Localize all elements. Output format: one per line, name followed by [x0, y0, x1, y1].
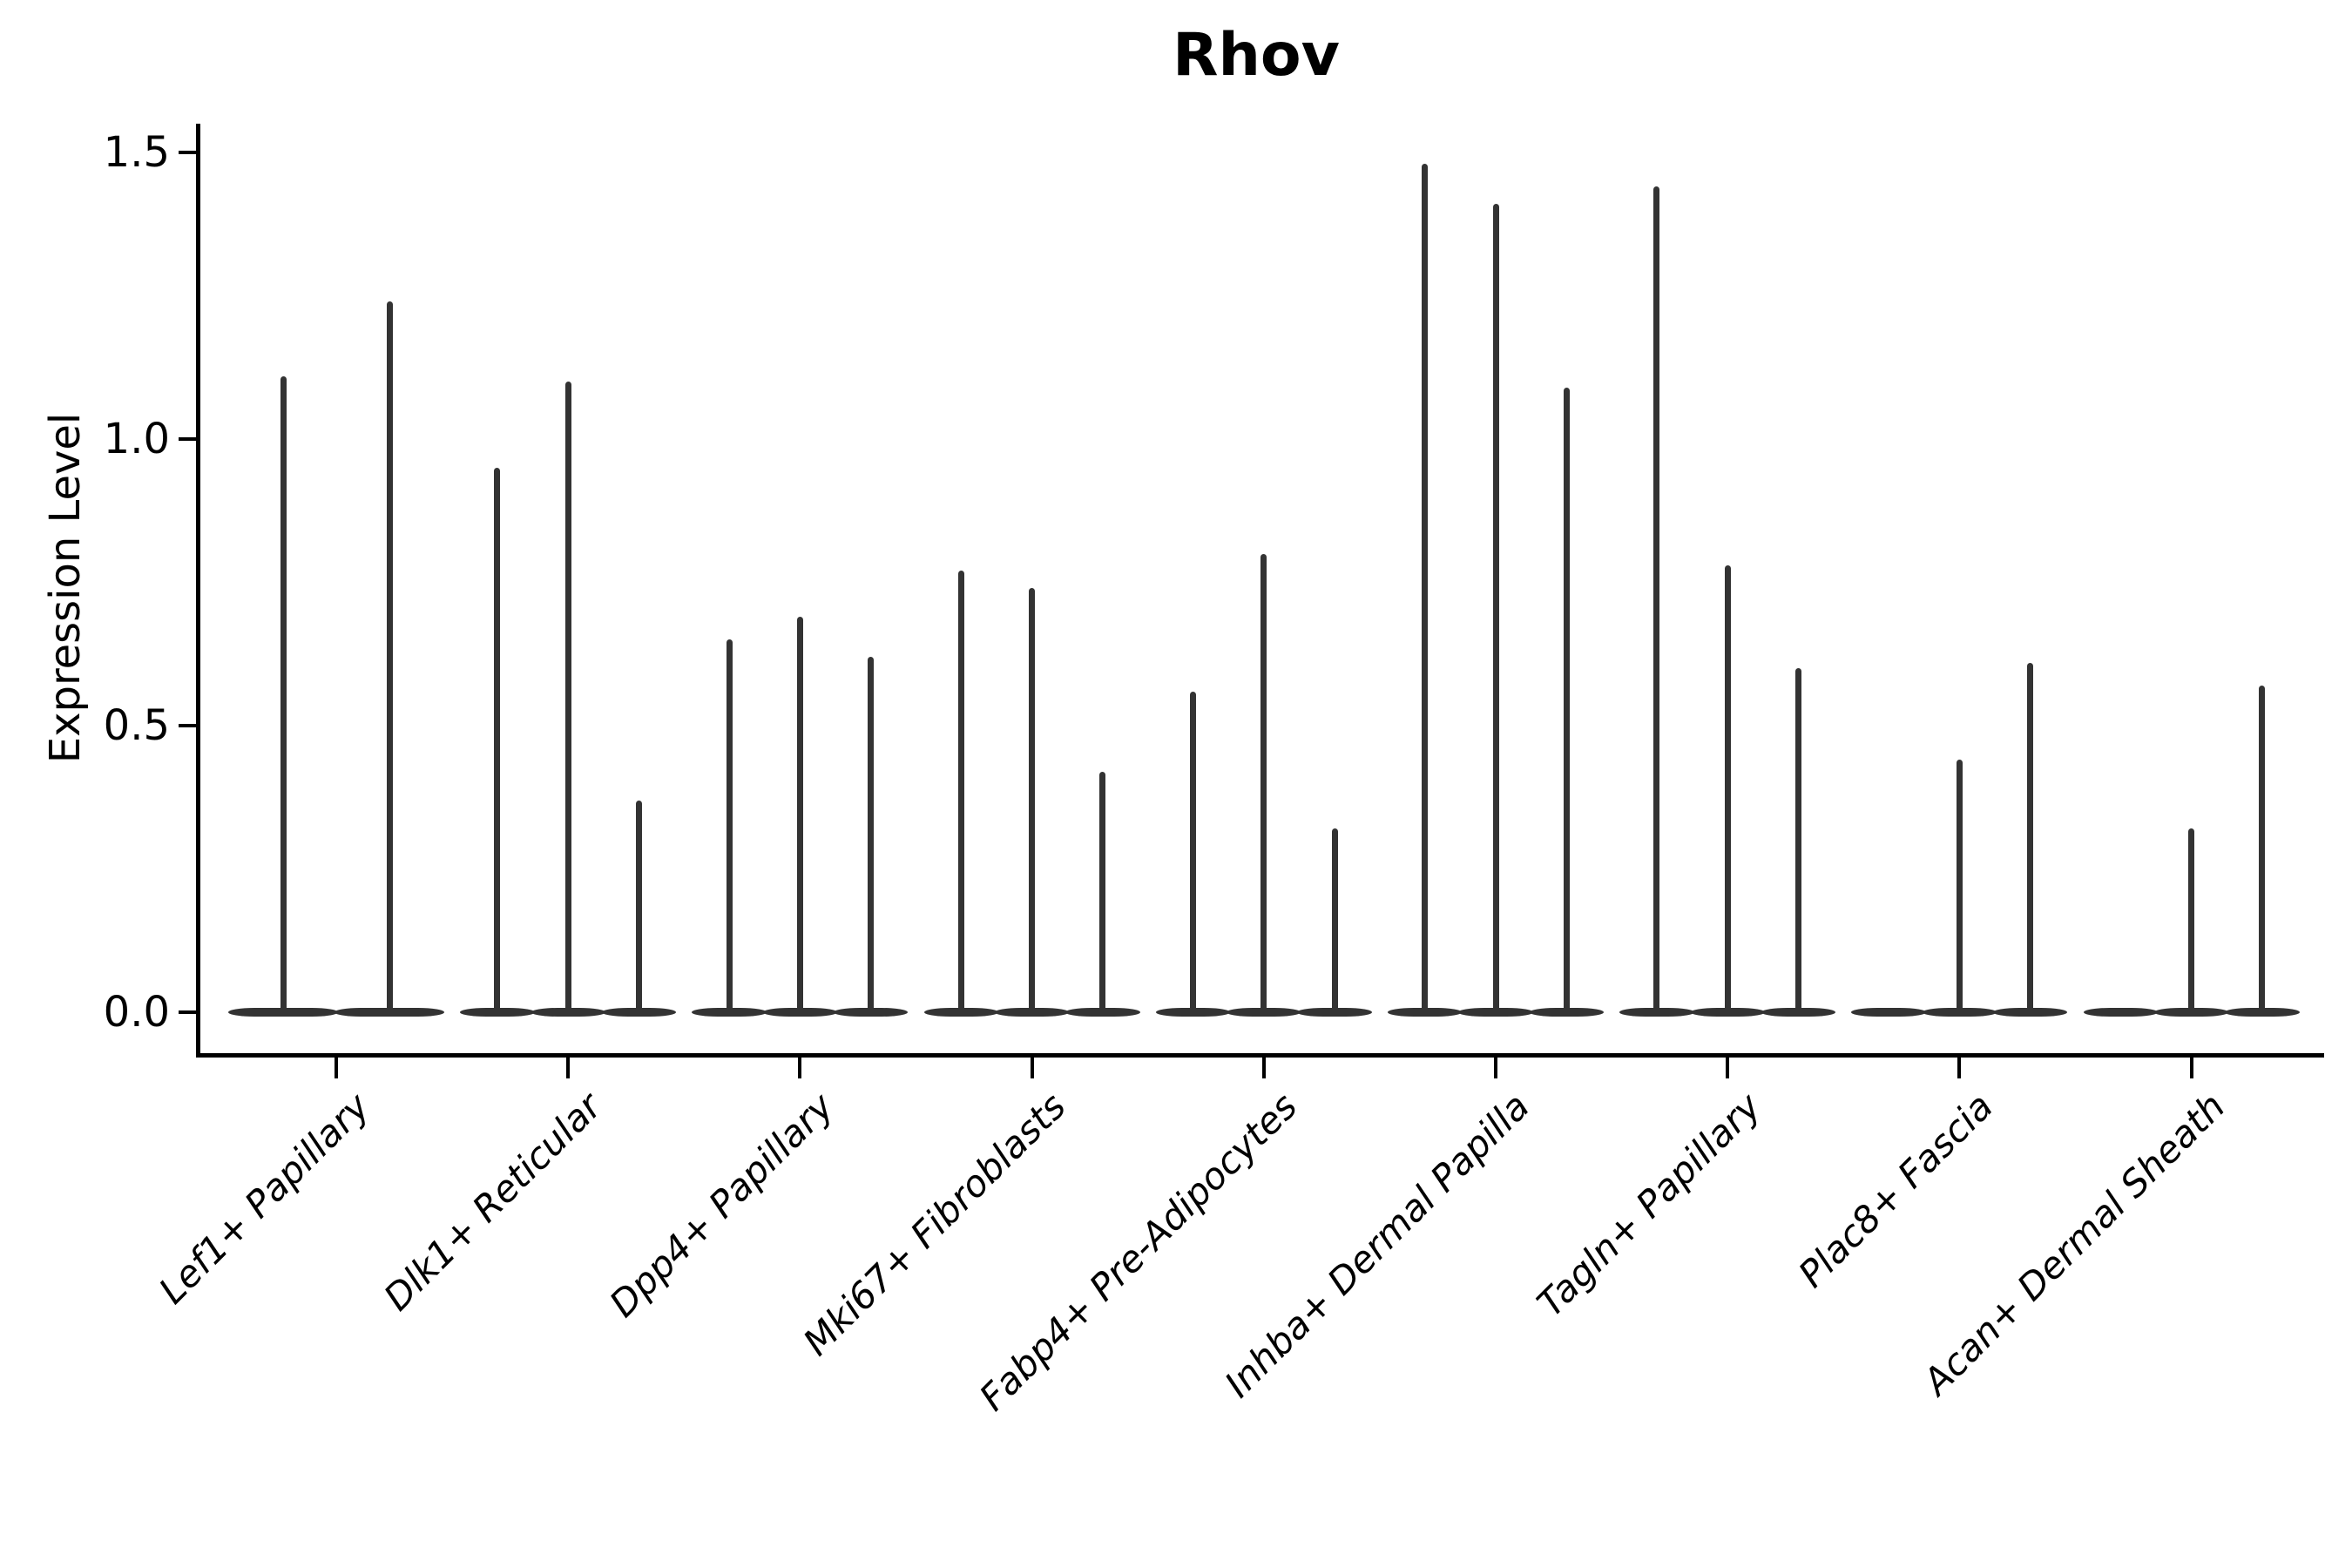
violin-spike — [1331, 828, 1338, 1012]
violin-base — [994, 1008, 1070, 1017]
violin-base — [1458, 1008, 1533, 1017]
violin-base — [601, 1008, 677, 1017]
violin-spike — [957, 571, 964, 1012]
violin-base — [460, 1008, 535, 1017]
y-axis-spine — [196, 124, 200, 1058]
violin-spike — [386, 301, 393, 1012]
violin-spike — [726, 639, 733, 1012]
violin-base — [1851, 1008, 1926, 1017]
y-tick-label: 0.5 — [103, 701, 170, 750]
violin-base — [834, 1008, 909, 1017]
violin-base — [1529, 1008, 1604, 1017]
violin-base — [2083, 1008, 2158, 1017]
x-axis-spine — [196, 1053, 2324, 1058]
violin-base — [1761, 1008, 1836, 1017]
y-tick — [179, 151, 198, 154]
x-tick — [1261, 1058, 1266, 1078]
violin-spike — [796, 616, 803, 1012]
violin-spike — [1189, 691, 1196, 1012]
violin-spike — [1653, 186, 1660, 1012]
violin-spike — [1563, 387, 1570, 1012]
violin-spike — [636, 800, 643, 1012]
violin-base — [1690, 1008, 1765, 1017]
x-tick-label-dpp4-papillary: Dpp4+ Papillary — [601, 1085, 842, 1326]
violin-spike — [1260, 553, 1267, 1012]
y-tick-label: 0.0 — [103, 988, 170, 1037]
y-tick — [179, 724, 198, 727]
violin-base — [2225, 1008, 2300, 1017]
violin-spike — [1422, 164, 1429, 1012]
x-tick — [798, 1058, 802, 1078]
violin-base — [2153, 1008, 2229, 1017]
x-tick-label-dlk1-reticular: Dlk1+ Reticular — [375, 1085, 611, 1319]
x-tick — [335, 1058, 338, 1078]
violin-base — [228, 1008, 338, 1017]
violin-spike — [1492, 204, 1499, 1012]
violin-base — [1297, 1008, 1372, 1017]
violin-base — [692, 1008, 767, 1017]
violin-spike — [2188, 828, 2195, 1012]
violin-spike — [2259, 685, 2266, 1012]
plot-title: Rhov — [1173, 21, 1340, 90]
violin-base — [762, 1008, 838, 1017]
x-tick — [1957, 1058, 1962, 1078]
x-tick — [2189, 1058, 2193, 1078]
y-tick — [179, 437, 198, 441]
violin-base — [923, 1008, 998, 1017]
x-tick-label-mki67-fibroblasts: Mki67+ Fibroblasts — [794, 1085, 1074, 1364]
violin-base — [1993, 1008, 2068, 1017]
x-tick — [1726, 1058, 1730, 1078]
violin-base — [1619, 1008, 1694, 1017]
x-tick-label-lef1-papillary: Lef1+ Papillary — [150, 1085, 378, 1313]
y-tick-label: 1.5 — [103, 128, 170, 177]
x-tick — [1030, 1058, 1034, 1078]
violin-spike — [1724, 564, 1731, 1012]
x-tick-label-plac8-fascia: Plac8+ Fascia — [1790, 1085, 2002, 1296]
violin-base — [1065, 1008, 1140, 1017]
y-tick — [179, 1010, 198, 1014]
x-tick — [1494, 1058, 1497, 1078]
violin-base — [335, 1008, 444, 1017]
violin-spike — [1795, 668, 1802, 1012]
violin-base — [1155, 1008, 1231, 1017]
violin-base — [1227, 1008, 1301, 1017]
x-tick-label-tagln-papillary: Tagln+ Papillary — [1529, 1085, 1770, 1325]
violin-spike — [1956, 760, 1963, 1012]
x-tick — [566, 1058, 571, 1078]
violin-spike — [1029, 588, 1036, 1012]
violin-spike — [1099, 771, 1106, 1012]
violin-spike — [564, 382, 571, 1012]
violin-spike — [280, 375, 287, 1012]
violin-spike — [494, 467, 501, 1012]
violin-base — [1922, 1008, 1997, 1017]
violin-spike — [868, 657, 875, 1012]
y-tick-label: 1.0 — [103, 415, 170, 463]
violin-base — [531, 1008, 605, 1017]
violin-base — [1388, 1008, 1463, 1017]
violin-spike — [2027, 662, 2034, 1012]
